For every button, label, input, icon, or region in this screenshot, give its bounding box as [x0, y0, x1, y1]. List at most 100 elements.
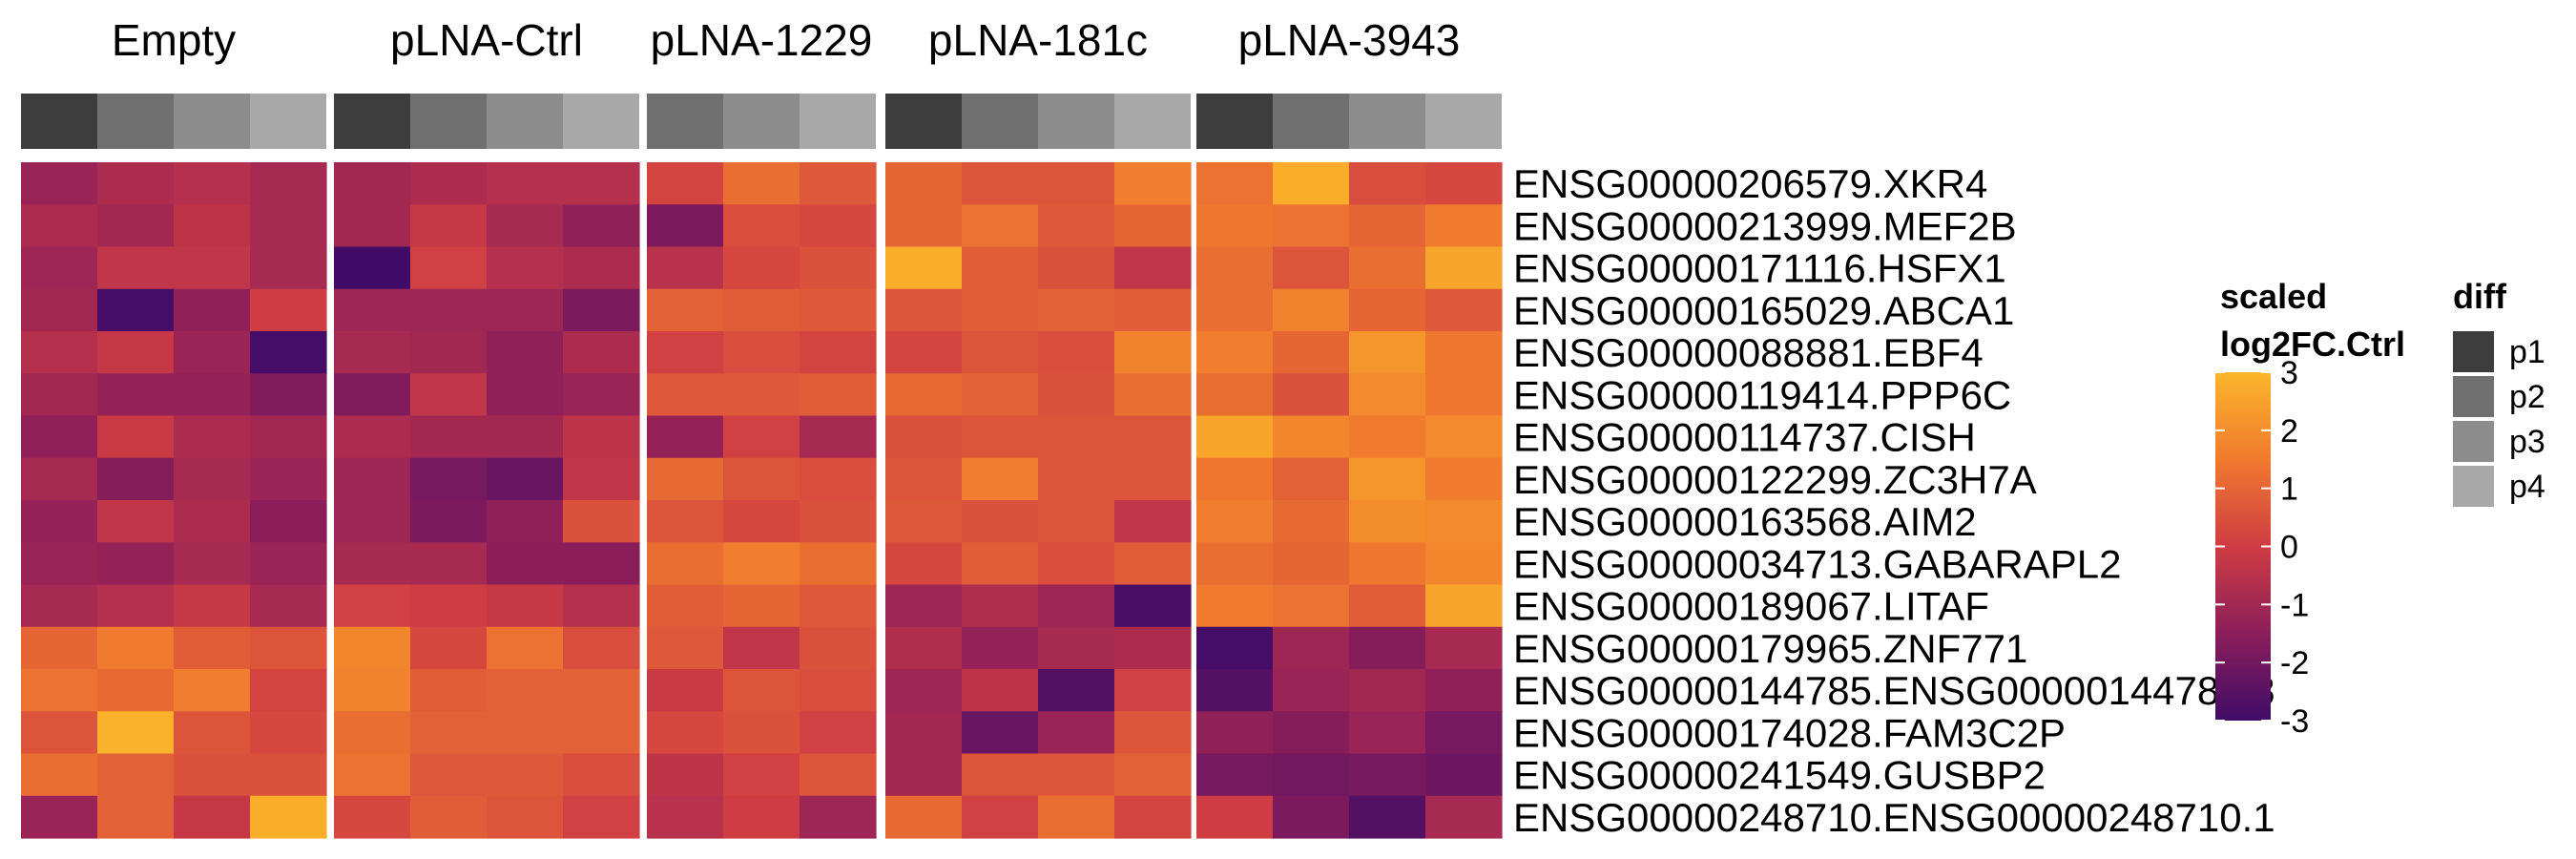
annotation-cell-p4	[800, 94, 876, 149]
heatmap-cell	[97, 542, 175, 586]
diff-legend-label: p3	[2509, 424, 2545, 460]
heatmap-cell	[647, 669, 724, 712]
heatmap-cell	[1273, 542, 1350, 586]
heatmap-cell	[1349, 457, 1426, 501]
heatmap-cell	[800, 415, 877, 459]
heatmap-cell	[1349, 204, 1426, 248]
diff-legend-label: p1	[2509, 334, 2545, 370]
heatmap-cell	[647, 246, 724, 290]
heatmap-cell	[97, 711, 175, 755]
heatmap-cell	[647, 162, 724, 205]
heatmap-cell	[97, 373, 175, 417]
heatmap-cell	[250, 162, 327, 205]
heatmap-cell	[410, 246, 488, 290]
heatmap-cell	[97, 457, 175, 501]
fill-tick-label: -2	[2280, 645, 2309, 681]
heatmap-cell	[174, 795, 251, 839]
heatmap-cell	[1273, 162, 1350, 205]
heatmap-cell	[800, 288, 877, 332]
heatmap-cell	[410, 584, 488, 628]
heatmap-cell	[21, 415, 98, 459]
heatmap-cell	[1425, 246, 1503, 290]
heatmap-cell	[250, 415, 327, 459]
heatmap-cell	[410, 162, 488, 205]
heatmap-cell	[487, 584, 564, 628]
fill-tick-label: -1	[2280, 587, 2309, 623]
heatmap-cell	[885, 246, 963, 290]
heatmap-cell	[487, 711, 564, 755]
heatmap-cell	[21, 288, 98, 332]
heatmap-cell	[1114, 288, 1192, 332]
row-label: ENSG00000241549.GUSBP2	[1513, 753, 2046, 798]
heatmap-cell	[962, 373, 1039, 417]
heatmap-cell	[1273, 331, 1350, 374]
heatmap-cell	[800, 626, 877, 670]
heatmap-cell	[1038, 753, 1115, 797]
heatmap-cell	[1273, 626, 1350, 670]
heatmap-cell	[1425, 626, 1503, 670]
heatmap-cell	[1273, 246, 1350, 290]
heatmap-cell	[334, 246, 411, 290]
heatmap-cell	[1196, 288, 1274, 332]
heatmap-cell	[962, 246, 1039, 290]
heatmap-cell	[962, 288, 1039, 332]
heatmap-cell	[800, 795, 877, 839]
heatmap-cell	[723, 288, 800, 332]
annotation-cell-p4	[1114, 94, 1191, 149]
heatmap-cell	[723, 753, 800, 797]
heatmap-cell	[174, 711, 251, 755]
heatmap-cell	[563, 584, 640, 628]
heatmap-cell	[97, 331, 175, 374]
heatmap-cell	[1273, 373, 1350, 417]
heatmap-cell	[647, 373, 724, 417]
heatmap-cell	[885, 542, 963, 586]
heatmap-cell	[487, 457, 564, 501]
heatmap-cell	[647, 753, 724, 797]
annotation-cell-p1	[334, 94, 410, 149]
heatmap-cell	[487, 626, 564, 670]
heatmap-cell	[487, 500, 564, 543]
heatmap-cell	[563, 795, 640, 839]
heatmap-cell	[563, 626, 640, 670]
heatmap-cell	[97, 753, 175, 797]
heatmap-cell	[1273, 415, 1350, 459]
group-title: Empty	[112, 15, 236, 65]
heatmap-cell	[174, 246, 251, 290]
heatmap-cell	[250, 331, 327, 374]
heatmap-cell	[1273, 204, 1350, 248]
heatmap-cell	[410, 204, 488, 248]
annotation-cell-p4	[1425, 94, 1502, 149]
heatmap-cell	[334, 711, 411, 755]
heatmap-cell	[1196, 584, 1274, 628]
annotation-cell-p1	[21, 94, 97, 149]
heatmap-cell	[647, 626, 724, 670]
heatmap-cell	[885, 457, 963, 501]
heatmap-cell	[1273, 288, 1350, 332]
heatmap-cell	[723, 331, 800, 374]
heatmap-cell	[21, 204, 98, 248]
heatmap-cell	[563, 542, 640, 586]
heatmap-cell	[800, 457, 877, 501]
heatmap-cell	[1038, 204, 1115, 248]
heatmap-cell	[1273, 500, 1350, 543]
fill-tick-label: 1	[2280, 471, 2298, 508]
heatmap-cell	[723, 711, 800, 755]
heatmap-cell	[1114, 500, 1192, 543]
heatmap-cell	[885, 415, 963, 459]
heatmap-cell	[1349, 711, 1426, 755]
heatmap-cell	[1196, 626, 1274, 670]
heatmap-cell	[1196, 373, 1274, 417]
heatmap-cell	[1349, 331, 1426, 374]
group-title: pLNA-181c	[928, 15, 1148, 65]
heatmap-cell	[1114, 373, 1192, 417]
annotation-cell-p4	[563, 94, 639, 149]
heatmap-cell	[1038, 373, 1115, 417]
heatmap-cell	[800, 542, 877, 586]
heatmap-cell	[174, 584, 251, 628]
heatmap-cell	[487, 162, 564, 205]
heatmap-cell	[97, 246, 175, 290]
heatmap-cell	[334, 331, 411, 374]
annotation-cell-p3	[174, 94, 250, 149]
group-title: pLNA-Ctrl	[390, 15, 583, 65]
heatmap-cell	[21, 626, 98, 670]
